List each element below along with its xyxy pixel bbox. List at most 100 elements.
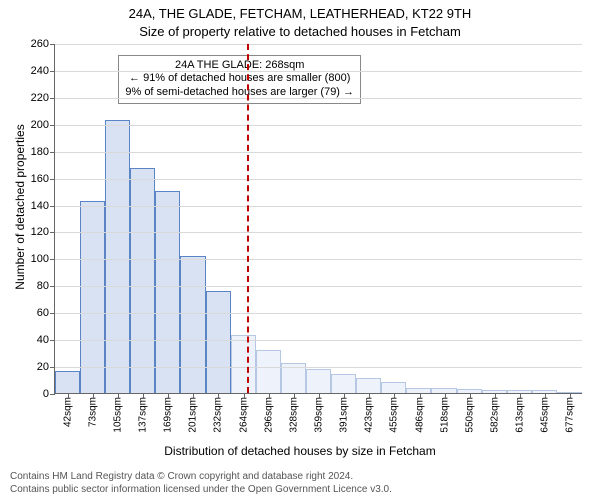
chart-title-line1: 24A, THE GLADE, FETCHAM, LEATHERHEAD, KT… xyxy=(0,6,600,21)
x-tick-label: 486sqm xyxy=(414,397,425,433)
y-tick-label: 220 xyxy=(31,92,49,104)
histogram-bar xyxy=(306,369,331,393)
histogram-bar xyxy=(557,392,582,393)
x-tick-label: 359sqm xyxy=(314,397,325,433)
histogram-bar xyxy=(331,374,356,393)
y-tick-mark xyxy=(50,179,55,180)
y-tick-label: 180 xyxy=(31,146,49,158)
chart-title-line2: Size of property relative to detached ho… xyxy=(0,24,600,39)
gridline-h xyxy=(55,259,582,260)
x-tick-label: 613sqm xyxy=(515,397,526,433)
x-tick-mark xyxy=(269,393,270,398)
y-tick-mark xyxy=(50,98,55,99)
gridline-h xyxy=(55,367,582,368)
y-tick-mark xyxy=(50,286,55,287)
x-tick-mark xyxy=(143,393,144,398)
x-tick-label: 42sqm xyxy=(62,397,73,427)
histogram-bar xyxy=(206,291,231,393)
histogram-bar xyxy=(356,378,381,393)
x-tick-mark xyxy=(495,393,496,398)
histogram-bar xyxy=(105,120,130,393)
x-tick-label: 582sqm xyxy=(490,397,501,433)
x-tick-label: 73sqm xyxy=(87,397,98,427)
histogram-bar xyxy=(80,201,105,394)
footer-line-1: Contains HM Land Registry data © Crown c… xyxy=(10,471,392,484)
y-tick-mark xyxy=(50,313,55,314)
y-tick-label: 40 xyxy=(37,334,49,346)
x-tick-mark xyxy=(545,393,546,398)
y-tick-mark xyxy=(50,125,55,126)
y-tick-label: 60 xyxy=(37,307,49,319)
x-tick-label: 677sqm xyxy=(565,397,576,433)
x-tick-label: 423sqm xyxy=(364,397,375,433)
y-tick-mark xyxy=(50,152,55,153)
y-tick-label: 240 xyxy=(31,65,49,77)
x-tick-mark xyxy=(394,393,395,398)
histogram-bar xyxy=(130,168,155,393)
x-tick-label: 105sqm xyxy=(112,397,123,433)
y-tick-label: 120 xyxy=(31,226,49,238)
x-tick-label: 455sqm xyxy=(389,397,400,433)
x-tick-mark xyxy=(445,393,446,398)
y-tick-label: 80 xyxy=(37,280,49,292)
y-tick-label: 200 xyxy=(31,119,49,131)
x-tick-label: 518sqm xyxy=(439,397,450,433)
histogram-bar xyxy=(180,256,205,393)
histogram-bar xyxy=(55,371,80,393)
y-tick-label: 260 xyxy=(31,38,49,50)
x-tick-label: 264sqm xyxy=(238,397,249,433)
gridline-h xyxy=(55,125,582,126)
histogram-plot: 24A THE GLADE: 268sqm ← 91% of detached … xyxy=(54,44,582,394)
x-tick-mark xyxy=(118,393,119,398)
property-marker-line xyxy=(247,44,249,393)
x-tick-mark xyxy=(93,393,94,398)
x-tick-mark xyxy=(294,393,295,398)
y-axis-label: Number of detached properties xyxy=(13,57,27,357)
x-tick-label: 550sqm xyxy=(464,397,475,433)
y-tick-label: 20 xyxy=(37,361,49,373)
y-tick-mark xyxy=(50,232,55,233)
gridline-h xyxy=(55,232,582,233)
gridline-h xyxy=(55,98,582,99)
x-tick-mark xyxy=(319,393,320,398)
x-tick-mark xyxy=(369,393,370,398)
x-tick-label: 201sqm xyxy=(188,397,199,433)
y-tick-mark xyxy=(50,340,55,341)
y-tick-mark xyxy=(50,367,55,368)
gridline-h xyxy=(55,71,582,72)
x-tick-mark xyxy=(520,393,521,398)
x-tick-mark xyxy=(344,393,345,398)
histogram-bar xyxy=(256,350,281,393)
x-tick-label: 232sqm xyxy=(213,397,224,433)
footer-attribution: Contains HM Land Registry data © Crown c… xyxy=(10,471,392,496)
x-tick-mark xyxy=(244,393,245,398)
gridline-h xyxy=(55,313,582,314)
gridline-h xyxy=(55,44,582,45)
x-tick-label: 328sqm xyxy=(288,397,299,433)
footer-line-2: Contains public sector information licen… xyxy=(10,484,392,497)
x-axis-label: Distribution of detached houses by size … xyxy=(0,444,600,458)
x-tick-mark xyxy=(68,393,69,398)
y-tick-mark xyxy=(50,71,55,72)
x-tick-label: 391sqm xyxy=(339,397,350,433)
gridline-h xyxy=(55,206,582,207)
x-tick-label: 137sqm xyxy=(138,397,149,433)
x-tick-mark xyxy=(218,393,219,398)
y-tick-label: 0 xyxy=(43,388,49,400)
x-tick-label: 645sqm xyxy=(540,397,551,433)
x-tick-mark xyxy=(193,393,194,398)
x-tick-mark xyxy=(570,393,571,398)
x-tick-label: 296sqm xyxy=(263,397,274,433)
x-tick-mark xyxy=(470,393,471,398)
x-tick-mark xyxy=(168,393,169,398)
y-tick-mark xyxy=(50,394,55,395)
y-tick-mark xyxy=(50,206,55,207)
histogram-bar xyxy=(231,335,256,393)
x-tick-mark xyxy=(420,393,421,398)
y-tick-label: 100 xyxy=(31,253,49,265)
histogram-bar xyxy=(155,191,180,393)
gridline-h xyxy=(55,340,582,341)
y-tick-mark xyxy=(50,259,55,260)
gridline-h xyxy=(55,179,582,180)
gridline-h xyxy=(55,152,582,153)
